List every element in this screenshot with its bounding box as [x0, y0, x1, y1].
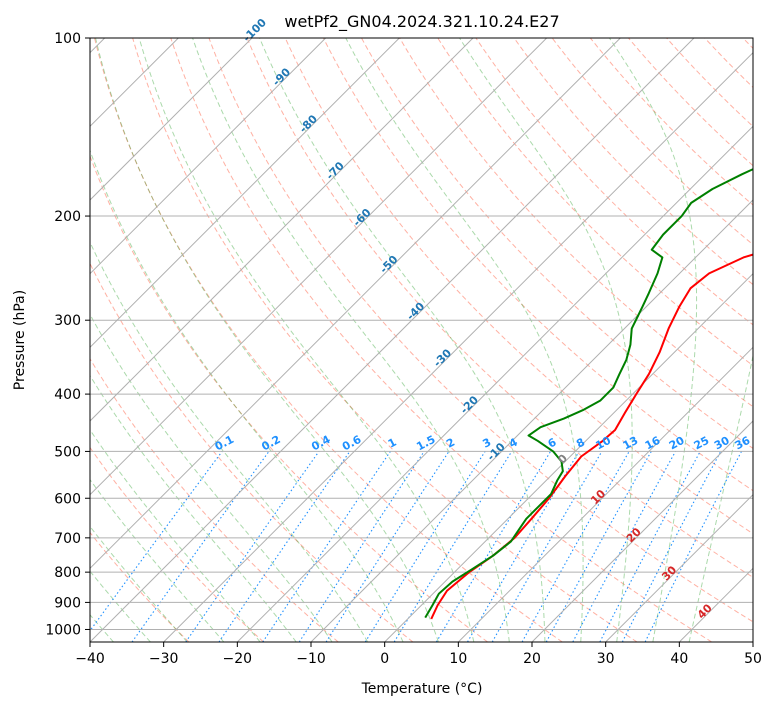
dry-adiabat: [90, 262, 414, 642]
dry-adiabat: [322, 38, 753, 492]
isotherm-line: [605, 493, 753, 642]
mixing-ratio-label: 36: [733, 434, 753, 453]
moist-adiabat: [688, 353, 753, 642]
x-tick-label: 40: [670, 651, 688, 667]
dry-adiabat: [284, 38, 753, 535]
x-tick-label: 50: [744, 651, 762, 667]
plot-frame: [89, 37, 754, 643]
isotherm-line: [90, 38, 474, 422]
x-tick-label: 10: [449, 651, 467, 667]
dry-adiabat: [94, 38, 563, 642]
y-tick-label: 800: [54, 565, 81, 581]
y-tick-label: 600: [54, 491, 81, 507]
gridlines: [90, 38, 753, 642]
moist-adiabat: [90, 478, 225, 642]
x-tick-label: 0: [380, 651, 389, 667]
mixing-ratio-line: [491, 451, 603, 642]
y-axis-label: Pressure (hPa): [12, 290, 28, 390]
moist-adiabat: [95, 38, 439, 642]
mixing-ratio-label: 20: [667, 434, 687, 453]
dry-adiabat: [208, 38, 753, 623]
x-tick-label: 30: [597, 651, 615, 667]
mixing-ratio-line: [131, 451, 270, 642]
moist-adiabat: [90, 313, 333, 642]
moist-adiabat: [345, 38, 584, 642]
y-tick-label: 100: [54, 31, 81, 47]
isotherm-line: [310, 199, 753, 642]
moist-adiabat: [259, 38, 546, 642]
mixing-ratio-label: 16: [643, 434, 663, 453]
x-tick-label: −20: [223, 651, 253, 667]
moist-adiabat: [192, 38, 510, 642]
moist-adiabat: [90, 374, 297, 642]
isotherm-line: [531, 420, 753, 642]
background-lines: [90, 38, 753, 642]
mixing-ratio-line: [521, 451, 630, 642]
mixing-ratio-line: [218, 451, 351, 642]
mixing-ratio-label: 10: [593, 434, 613, 453]
dry-adiabat: [170, 38, 713, 642]
isotherm-line: [90, 38, 695, 642]
dry-adiabat: [589, 38, 753, 206]
x-tick-label: −30: [149, 651, 179, 667]
dry-adiabat: [90, 531, 190, 642]
mixing-ratio-line: [393, 451, 513, 642]
temperature-profile-line: [430, 253, 753, 620]
y-tick-label: 300: [54, 313, 81, 329]
isotherm-line: [457, 346, 753, 642]
isotherm-line: [90, 38, 621, 570]
dry-adiabat: [90, 154, 488, 642]
mixing-ratio-label: 30: [712, 434, 732, 453]
y-tick-label: 200: [54, 209, 81, 225]
y-tick-label: 400: [54, 387, 81, 403]
moist-adiabat: [608, 38, 698, 642]
isotherm-line: [90, 38, 548, 496]
profile-lines: [424, 168, 753, 620]
mixing-ratio-line: [435, 451, 552, 642]
mixing-ratio-line: [325, 451, 450, 642]
x-axis-label: Temperature (°C): [361, 681, 483, 697]
dewpoint-profile-line: [424, 168, 753, 619]
dry-adiabat: [399, 38, 753, 408]
mixing-ratio-line: [572, 451, 677, 642]
moist-adiabat: [90, 149, 404, 642]
y-tick-label: 500: [54, 444, 81, 460]
isotherm-line: [90, 38, 253, 201]
mixing-ratio-line: [364, 451, 486, 642]
dry-adiabat: [551, 38, 753, 246]
dry-adiabat: [90, 357, 339, 642]
y-tick-label: 1000: [45, 622, 81, 638]
x-tick-label: −10: [296, 651, 326, 667]
dry-adiabat: [246, 38, 753, 578]
dry-adiabat: [475, 38, 753, 326]
isotherm-line: [163, 51, 753, 642]
x-tick-label: −40: [75, 651, 105, 667]
mixing-ratio-line: [467, 451, 580, 642]
axes: −40 −30 −20 −10 0 10 20 30 40 50 100 200 300 400 500 60…: [45, 31, 762, 667]
moist-adiabat: [90, 241, 369, 642]
isotherm-line: [90, 38, 400, 349]
mixing-ratio-label: 25: [692, 434, 712, 453]
isotherm-line: [384, 272, 753, 642]
moist-adiabat: [138, 38, 475, 642]
y-tick-label: 900: [54, 595, 81, 611]
dry-adiabat: [132, 38, 638, 642]
dry-adiabat: [437, 38, 753, 367]
moist-adiabat: [90, 429, 261, 642]
x-tick-label: 20: [523, 651, 541, 667]
isotherm-line: [90, 38, 327, 275]
chart-title: wetPf2_GN04.2024.321.10.24.E27: [284, 12, 559, 32]
mixing-ratio-label: 13: [621, 434, 641, 453]
mixing-ratio-line: [90, 451, 223, 632]
isotherm-line: [236, 125, 753, 642]
y-tick-label: 700: [54, 531, 81, 547]
